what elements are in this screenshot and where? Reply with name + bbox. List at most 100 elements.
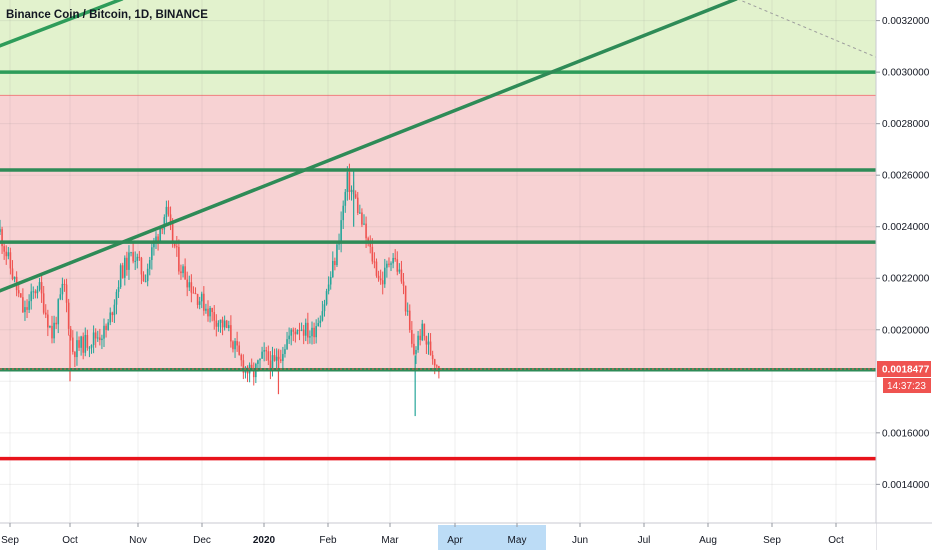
candle-body — [13, 276, 16, 280]
candle-body — [115, 291, 118, 305]
candle-body — [130, 252, 132, 254]
candle-body — [369, 242, 372, 247]
candle-body — [236, 341, 238, 346]
candle-body — [26, 307, 28, 310]
candle-body — [200, 293, 203, 302]
candle-body — [232, 341, 234, 350]
candle-body — [379, 278, 382, 281]
candle-body — [356, 197, 359, 213]
candle-body — [269, 360, 272, 371]
x-tick-label: May — [508, 535, 527, 546]
candle-body — [334, 260, 336, 266]
candle-body — [138, 256, 141, 258]
y-tick-label: 0.0028000 — [882, 119, 930, 130]
candle-body — [72, 337, 74, 352]
candle-body — [163, 217, 166, 230]
candle-body — [38, 282, 41, 290]
candle-body — [342, 205, 344, 221]
candle-body — [90, 345, 93, 348]
candle-body — [198, 301, 201, 305]
candle-body — [134, 260, 136, 262]
candle-body — [24, 307, 26, 313]
candle-body — [63, 283, 66, 285]
x-tick-label: Nov — [129, 535, 147, 546]
range-zone-red — [0, 95, 876, 370]
candle-body — [340, 220, 342, 243]
candle-body — [78, 340, 80, 348]
candle-body — [296, 329, 299, 335]
candle-body — [429, 341, 432, 356]
y-tick-label: 0.0026000 — [882, 171, 930, 182]
candle-body — [317, 323, 320, 327]
trendline[interactable] — [0, 0, 124, 66]
x-tick-label: Sep — [763, 535, 781, 546]
candle-body — [86, 334, 89, 348]
candle-body — [28, 301, 30, 310]
x-tick-label: Mar — [381, 535, 399, 546]
candle-body — [327, 284, 330, 292]
candle-body — [377, 275, 380, 279]
candle-body — [107, 322, 109, 330]
candle-body — [311, 327, 313, 337]
candle-body — [178, 246, 180, 272]
candle-body — [119, 265, 122, 288]
candle-body — [238, 345, 240, 355]
candle-body — [257, 360, 259, 364]
candle-body — [101, 338, 103, 341]
candle-body — [404, 285, 407, 312]
candle-body — [5, 251, 8, 257]
y-tick-label: 0.0032000 — [882, 16, 930, 27]
candle-body — [144, 281, 147, 283]
trendline[interactable] — [0, 0, 738, 296]
candle-body — [182, 266, 184, 274]
candle-body — [32, 291, 35, 293]
candle-body — [294, 331, 297, 335]
candle-body — [11, 268, 14, 280]
candle-body — [167, 206, 170, 215]
candle-body — [57, 299, 60, 325]
candle-body — [371, 246, 374, 262]
candle-body — [109, 312, 112, 323]
candle-body — [396, 259, 399, 272]
candle-body — [288, 335, 290, 340]
candle-body — [211, 307, 213, 313]
candle-body — [22, 297, 24, 313]
candle-body — [117, 287, 120, 292]
candle-body — [413, 343, 415, 355]
candle-body — [267, 351, 270, 361]
candle-body — [190, 282, 193, 293]
candle-body — [252, 370, 255, 378]
x-tick-label: Sep — [1, 535, 19, 546]
candle-body — [265, 350, 268, 352]
candle-body — [365, 223, 367, 239]
candle-body — [240, 354, 243, 361]
candle-body — [319, 320, 322, 324]
candle-body — [9, 252, 12, 269]
candle-body — [0, 229, 1, 232]
candle-body — [359, 212, 361, 214]
candle-body — [17, 290, 20, 294]
candle-body — [47, 314, 49, 328]
candle-body — [228, 325, 230, 328]
candle-body — [348, 172, 351, 193]
candle-body — [411, 329, 413, 344]
countdown-label: 14:37:23 — [887, 381, 926, 392]
x-tick-label: Oct — [828, 535, 844, 546]
candle-body — [284, 349, 286, 355]
candle-body — [421, 323, 424, 341]
y-tick-label: 0.0014000 — [882, 480, 930, 491]
candle-body — [325, 291, 328, 305]
candle-body — [67, 302, 70, 329]
candle-body — [51, 325, 53, 339]
candle-body — [230, 325, 232, 342]
candle-body — [386, 263, 388, 268]
candle-body — [194, 293, 197, 295]
candle-body — [350, 189, 353, 193]
candle-body — [103, 325, 105, 339]
candle-body — [207, 308, 209, 317]
candle-body — [55, 322, 57, 325]
candle-body — [427, 341, 430, 345]
y-tick-label: 0.0022000 — [882, 274, 930, 285]
candle-body — [148, 260, 151, 269]
